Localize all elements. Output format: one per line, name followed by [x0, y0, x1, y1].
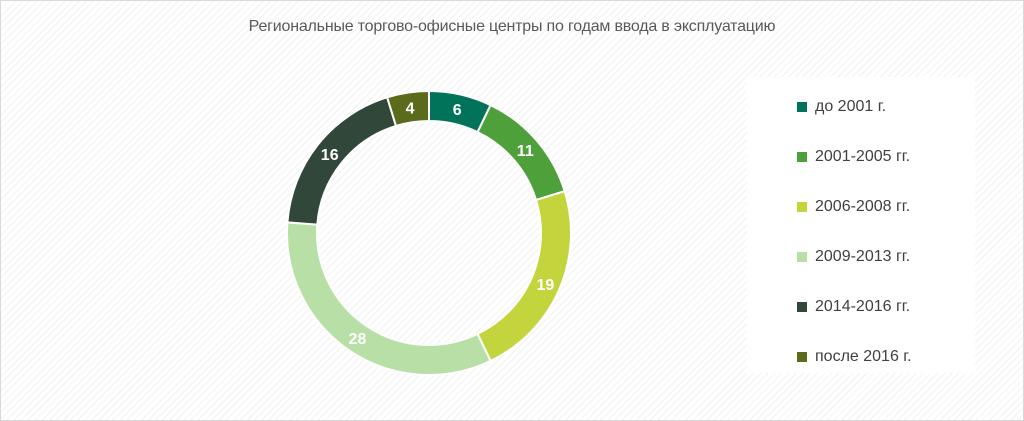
donut-slice-6 — [385, 89, 430, 128]
legend-label: 2009-2013 гг. — [815, 248, 911, 265]
legend-swatch — [797, 352, 807, 362]
slice-data-label-5: 16 — [321, 147, 339, 164]
legend-item-1: до 2001 г. — [797, 95, 886, 119]
chart-title: Региональные торгово-офисные центры по г… — [248, 18, 776, 35]
donut-slice-5 — [286, 96, 398, 226]
legend-swatch — [797, 102, 807, 112]
slice-data-label-3: 19 — [537, 277, 555, 294]
legend-label: 2014-2016 гг. — [815, 298, 911, 315]
legend-item-3: 2006-2008 гг. — [797, 195, 910, 219]
legend-item-2: 2001-2005 гг. — [797, 145, 910, 169]
legend-label: до 2001 г. — [815, 98, 887, 115]
slice-data-label-4: 28 — [349, 331, 367, 348]
legend-swatch — [797, 152, 807, 162]
legend-item-4: 2009-2013 гг. — [797, 245, 910, 269]
legend-swatch — [797, 252, 807, 262]
legend-label: 2006-2008 гг. — [815, 198, 911, 215]
donut-slice-3 — [476, 189, 572, 363]
slice-data-label-6: 4 — [406, 100, 415, 117]
slice-data-label-1: 6 — [453, 102, 462, 119]
slice-data-label-2: 11 — [517, 143, 534, 160]
legend-swatch — [797, 202, 807, 212]
donut-slice-4 — [286, 221, 492, 376]
legend-item-5: 2014-2016 гг. — [797, 295, 910, 319]
legend-swatch — [797, 302, 807, 312]
legend-label: после 2016 г. — [815, 348, 912, 365]
chart-legend: до 2001 г. 2001-2005 гг. 2006-2008 гг. 2009… — [747, 77, 975, 373]
legend-label: 2001-2005 гг. — [815, 148, 911, 165]
legend-item-6: после 2016 г. — [797, 345, 912, 369]
